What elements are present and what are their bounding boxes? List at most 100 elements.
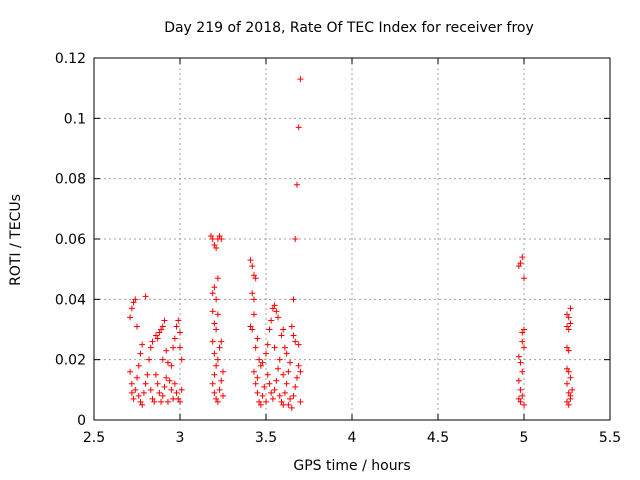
data-point — [249, 290, 256, 297]
data-point — [149, 338, 156, 345]
data-point — [564, 365, 570, 372]
data-point — [271, 386, 278, 393]
data-point — [128, 389, 135, 396]
data-point — [211, 389, 218, 396]
data-point — [139, 341, 146, 348]
data-point — [213, 245, 220, 252]
data-point — [213, 296, 220, 303]
data-point — [564, 323, 570, 330]
data-point — [147, 386, 154, 393]
data-point — [252, 275, 259, 282]
data-point — [278, 398, 285, 405]
data-point — [154, 335, 161, 342]
data-point — [170, 395, 177, 402]
data-point — [567, 305, 574, 312]
data-point — [249, 263, 256, 270]
y-axis-label: ROTI / TECUs — [8, 194, 24, 286]
data-point — [283, 380, 290, 387]
data-point — [519, 329, 526, 336]
data-point — [211, 284, 218, 291]
data-point — [293, 374, 300, 381]
data-point — [213, 326, 220, 333]
y-tick-label: 0.1 — [64, 111, 86, 127]
data-point — [134, 374, 140, 381]
data-point — [250, 311, 257, 318]
data-point — [290, 392, 297, 399]
data-point — [137, 350, 144, 357]
data-point — [280, 371, 287, 378]
data-point — [515, 353, 522, 360]
data-point — [128, 305, 135, 312]
data-point — [567, 374, 574, 381]
data-point — [149, 395, 156, 402]
data-point — [127, 368, 134, 375]
data-point — [278, 332, 285, 339]
data-point — [214, 311, 221, 318]
data-points — [127, 76, 576, 411]
data-point — [216, 344, 223, 351]
data-point — [264, 341, 271, 348]
y-tick-label: 0.04 — [55, 292, 86, 308]
data-point — [175, 395, 182, 402]
x-tick-label: 2.5 — [83, 430, 105, 446]
data-point — [254, 389, 261, 396]
data-point — [173, 389, 180, 396]
data-point — [268, 317, 275, 324]
data-point — [159, 356, 166, 363]
data-point — [250, 368, 257, 375]
data-point — [263, 398, 269, 405]
data-point — [565, 326, 572, 333]
data-point — [135, 392, 142, 399]
data-point — [515, 377, 522, 384]
data-point — [247, 257, 254, 264]
y-tick-label: 0 — [77, 413, 86, 429]
data-point — [515, 263, 522, 270]
data-point — [211, 320, 218, 327]
data-point — [564, 344, 570, 351]
data-point — [159, 323, 166, 330]
data-point — [140, 389, 147, 396]
data-point — [517, 260, 524, 267]
data-point — [156, 329, 163, 336]
data-point — [565, 401, 572, 408]
data-point — [163, 347, 170, 354]
data-point — [250, 272, 257, 279]
data-point — [295, 362, 302, 369]
data-point — [292, 383, 299, 390]
x-tick-labels: 2.5 3 3.5 4 4.5 5 5.5 — [83, 430, 621, 446]
data-point — [285, 368, 292, 375]
x-tick-label: 4 — [348, 430, 357, 446]
data-point — [567, 395, 574, 402]
data-point — [214, 356, 221, 363]
data-point — [218, 377, 225, 384]
data-point — [297, 398, 304, 405]
data-point — [257, 401, 264, 408]
data-point — [175, 317, 182, 324]
data-point — [521, 344, 527, 351]
data-point — [268, 389, 275, 396]
data-point — [156, 389, 163, 396]
data-point — [273, 377, 280, 384]
y-tick-label: 0.12 — [55, 51, 86, 67]
data-point — [220, 392, 226, 399]
data-point — [287, 395, 294, 402]
data-point — [519, 392, 526, 399]
data-point — [211, 242, 218, 249]
y-tick-label: 0.08 — [55, 172, 86, 188]
data-point — [564, 380, 570, 387]
data-point — [264, 371, 271, 378]
data-point — [288, 404, 295, 411]
data-point — [130, 395, 137, 402]
data-point — [211, 371, 218, 378]
data-point — [290, 332, 297, 339]
data-point — [214, 275, 221, 282]
data-point — [207, 232, 214, 239]
data-point — [567, 320, 574, 327]
data-point — [281, 344, 288, 351]
data-point — [256, 398, 263, 405]
data-point — [569, 386, 576, 393]
data-point — [209, 308, 216, 315]
data-point — [517, 386, 524, 393]
data-point — [275, 314, 282, 321]
